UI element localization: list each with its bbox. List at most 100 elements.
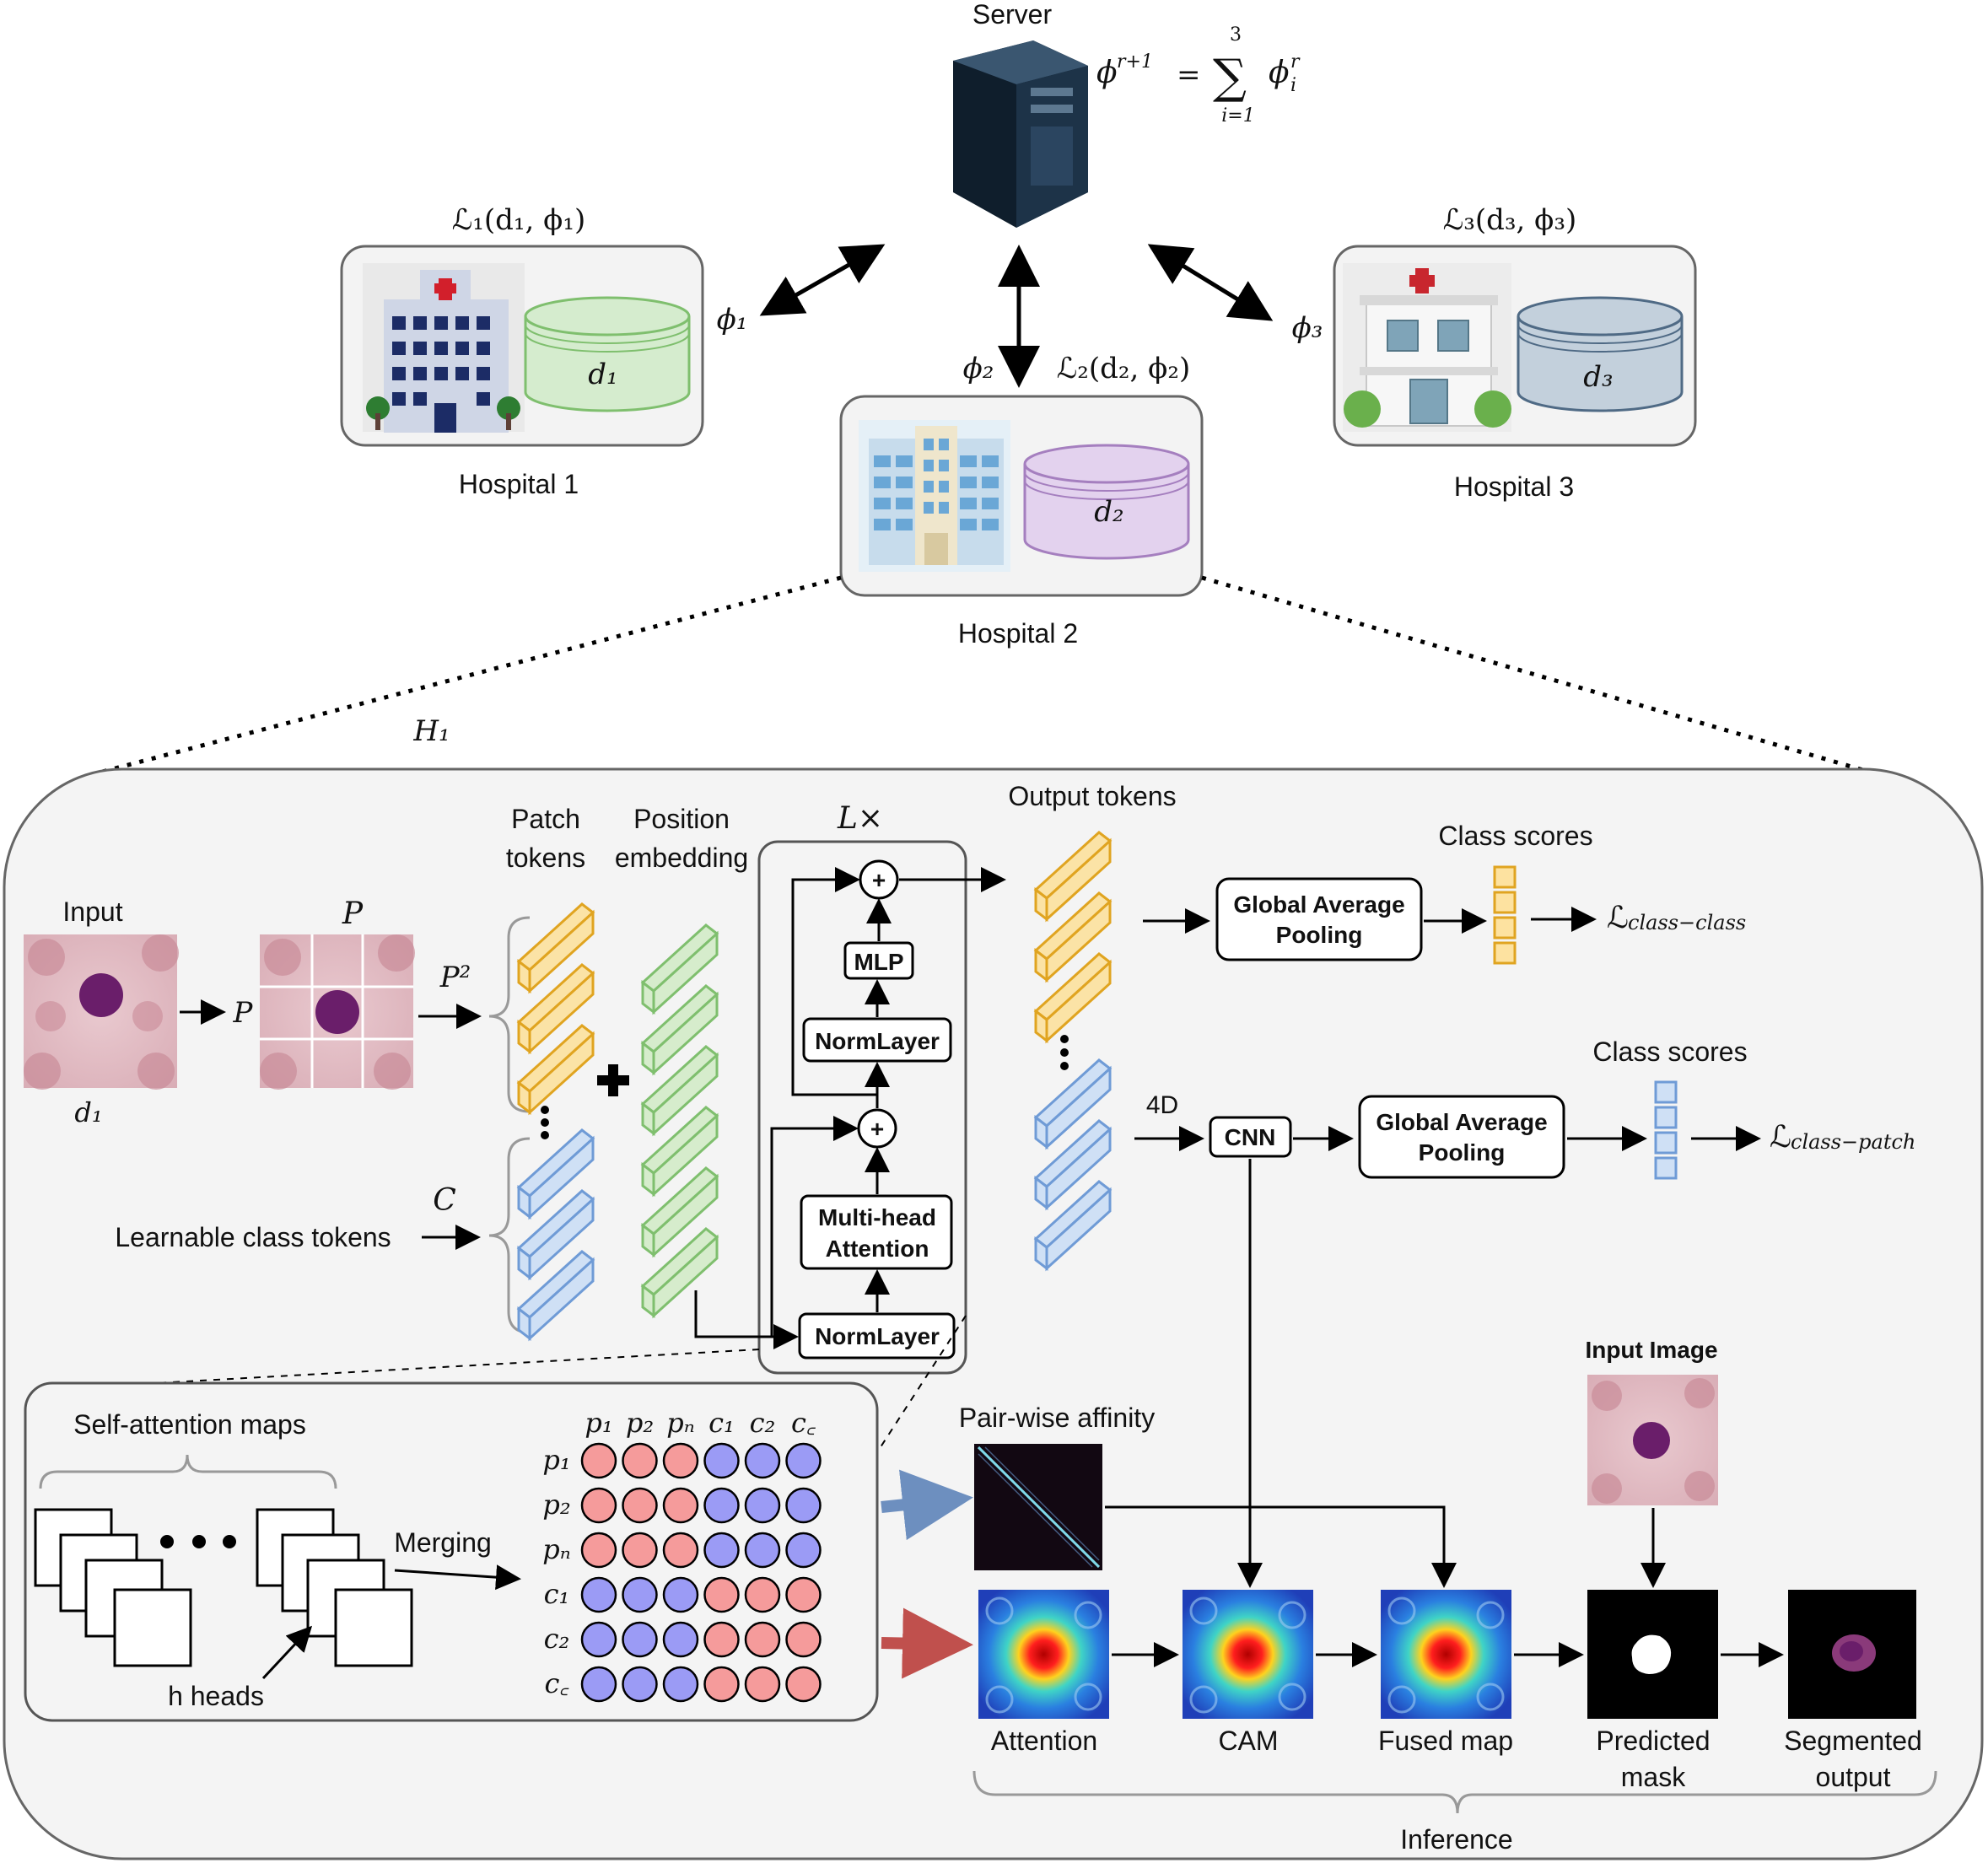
- input-data-label: d₁: [74, 1096, 102, 1128]
- input-image: [24, 934, 179, 1090]
- class-scores-1-label: Class scores: [1438, 821, 1592, 851]
- fused-map-image: [1381, 1590, 1511, 1719]
- matrix-col-label: pₙ: [666, 1407, 694, 1439]
- matrix-node: [580, 1442, 617, 1479]
- token-ellipsis-left: [541, 1106, 549, 1139]
- output-patch-tokens: [1033, 831, 1113, 1044]
- norm-layer-top-label: NormLayer: [815, 1028, 940, 1054]
- svg-text:=: =: [1177, 58, 1201, 92]
- matrix-node: [703, 1487, 740, 1524]
- patch-arrow-label: P: [233, 996, 254, 1030]
- loss-class-class: ℒ class−class: [1607, 901, 1746, 935]
- server-icon: [953, 40, 1088, 228]
- learnable-class-tokens-label: Learnable class tokens: [115, 1222, 391, 1252]
- patch-size-label: P: [342, 897, 364, 931]
- matrix-node: [580, 1487, 617, 1524]
- matrix-row-label: p₂: [542, 1489, 570, 1521]
- svg-text:class−class: class−class: [1628, 911, 1746, 934]
- position-embedding-label-line2: embedding: [615, 843, 748, 873]
- mlp-label: MLP: [854, 949, 903, 975]
- hospital-3-loss: ℒ₃(d₃, ϕ₃): [1443, 203, 1576, 237]
- matrix-node: [703, 1576, 740, 1613]
- class-tokens: [516, 1128, 595, 1342]
- p-squared-label: P²: [439, 961, 471, 994]
- hospital-2-label: Hospital 2: [958, 618, 1078, 649]
- matrix-col-label: p₁: [585, 1407, 612, 1439]
- matrix-node: [703, 1442, 740, 1479]
- hospital-3-database-icon: [1517, 296, 1684, 412]
- add-embedding-plus: [597, 1064, 629, 1096]
- hospital-3-building-icon: [1343, 263, 1511, 432]
- matrix-node: [703, 1666, 740, 1703]
- matrix-node: [785, 1487, 822, 1524]
- attention-map-image: [978, 1590, 1109, 1719]
- gap2-label-line2: Pooling: [1419, 1139, 1506, 1166]
- matrix-node: [703, 1532, 740, 1569]
- svg-text:ℒ: ℒ: [1770, 1120, 1791, 1155]
- affinity-to-fused-arrow: [1105, 1505, 1457, 1588]
- merging-label: Merging: [394, 1527, 492, 1558]
- matrix-node: [744, 1442, 781, 1479]
- token-ellipsis-right: [1060, 1035, 1069, 1070]
- transformer-block: [757, 840, 967, 1375]
- matrix-node: [622, 1576, 658, 1613]
- gap1-label-line2: Pooling: [1276, 922, 1363, 948]
- matrix-row-label: c₁: [544, 1578, 570, 1610]
- mlp-box: [843, 941, 914, 980]
- patch-tokens-label-line1: Patch: [511, 804, 580, 834]
- segmented-output-label-line2: output: [1816, 1762, 1891, 1792]
- svg-text:ℒ: ℒ: [1607, 901, 1629, 935]
- matrix-col-label: c꜀: [791, 1407, 816, 1439]
- matrix-node: [703, 1621, 740, 1658]
- matrix-node: [622, 1442, 658, 1479]
- svg-text:class−patch: class−patch: [1791, 1130, 1915, 1154]
- hospital-3-data-label: d₃: [1583, 360, 1613, 394]
- residual-add-1-label: +: [870, 1116, 884, 1142]
- matrix-node: [662, 1442, 699, 1479]
- attention-label: Attention: [991, 1726, 1097, 1756]
- matrix-node: [580, 1666, 617, 1703]
- patched-image: [260, 934, 415, 1090]
- matrix-node: [785, 1576, 822, 1613]
- patch-tokens: [516, 902, 595, 1116]
- hospital-3-label: Hospital 3: [1454, 471, 1574, 502]
- hospital-1-data-label: d₁: [588, 358, 617, 391]
- predicted-mask-label-line2: mask: [1621, 1762, 1686, 1792]
- affinity-matrix: p₁ p₂ pₙ c₁ c₂ c꜀ p₁ p₂ pₙ c₁ c₂ c꜀: [542, 1407, 822, 1703]
- matrix-node: [662, 1621, 699, 1658]
- h-heads-label: h heads: [168, 1681, 264, 1711]
- matrix-row-label: c₂: [544, 1623, 570, 1655]
- predicted-mask-image: [1587, 1590, 1718, 1719]
- svg-text:r: r: [1290, 51, 1301, 73]
- class-tokens-brace: [488, 1137, 531, 1334]
- transformer-repeat-label: L×: [837, 801, 883, 836]
- mha-label-line1: Multi-head: [818, 1204, 936, 1230]
- segmented-output-image: [1788, 1590, 1916, 1719]
- attention-maps-stack-2: [256, 1508, 413, 1667]
- matrix-row-label: p₁: [542, 1444, 570, 1476]
- zoom-line-left: [92, 575, 842, 777]
- svg-text:i: i: [1290, 75, 1296, 96]
- matrix-node: [744, 1487, 781, 1524]
- hospital-1-param: ϕ₁: [717, 303, 748, 337]
- svg-text:3: 3: [1230, 24, 1242, 46]
- cam-label: CAM: [1218, 1726, 1278, 1756]
- output-tokens-label: Output tokens: [1008, 781, 1176, 811]
- gap2-label-line1: Global Average: [1376, 1109, 1547, 1135]
- pairwise-affinity-image: [974, 1444, 1102, 1570]
- hospital-1-label: Hospital 1: [459, 469, 579, 499]
- svg-text:∑: ∑: [1213, 50, 1247, 105]
- attention-maps-stack-1: [34, 1508, 192, 1667]
- hospital-2-param: ϕ₂: [963, 352, 994, 385]
- matrix-node: [622, 1666, 658, 1703]
- matrix-node: [744, 1576, 781, 1613]
- matrix-node: [662, 1666, 699, 1703]
- position-embedding-label-line1: Position: [633, 804, 730, 834]
- hospital-2-data-label: d₂: [1094, 495, 1123, 529]
- cnn-box: [1209, 1116, 1292, 1158]
- h-heads-arrow: [261, 1625, 313, 1680]
- patch-tokens-label-line2: tokens: [506, 843, 585, 873]
- multi-head-attention-box: [800, 1194, 953, 1270]
- hospital-1-loss: ℒ₁(d₁, ϕ₁): [452, 203, 585, 237]
